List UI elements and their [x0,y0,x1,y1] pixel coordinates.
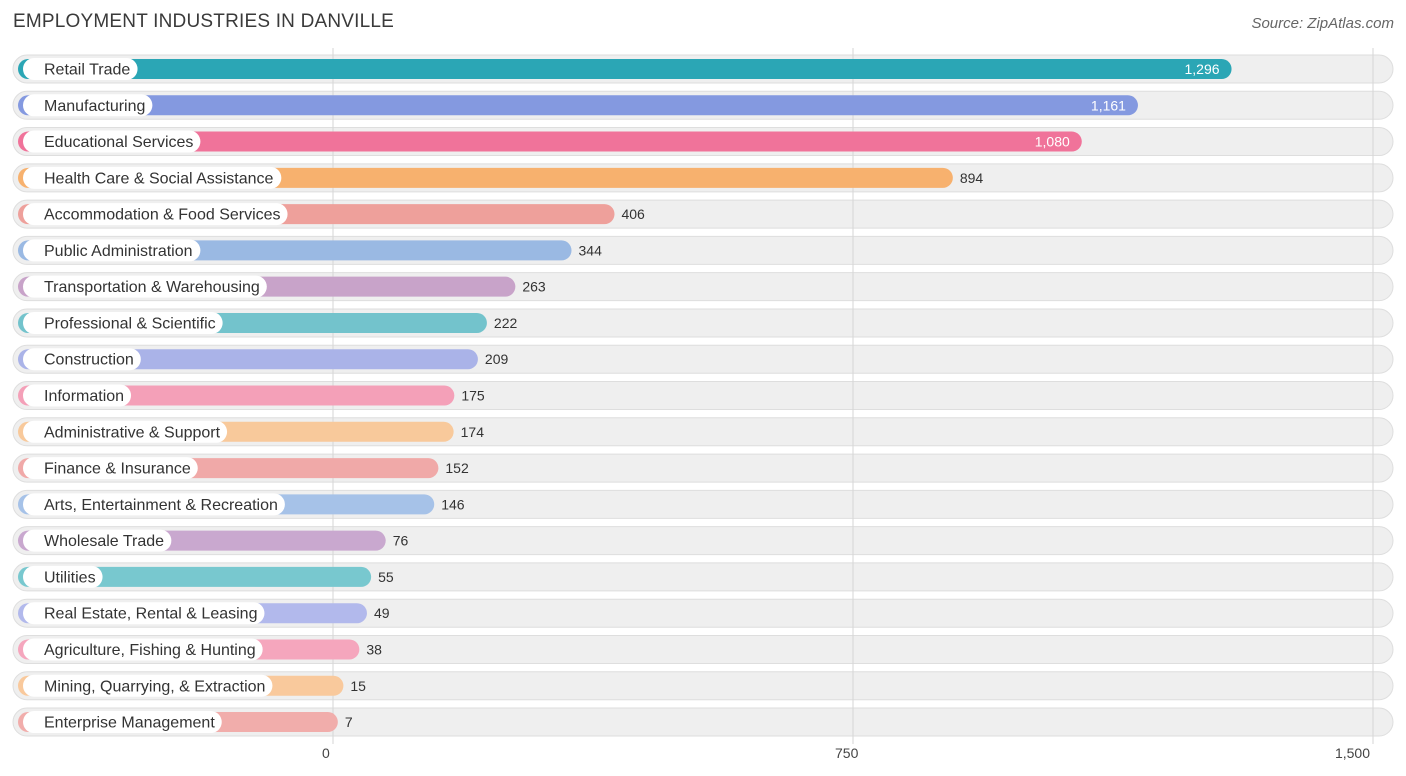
category-label: Administrative & Support [44,424,221,441]
bar [18,131,1082,152]
category-label-pill [23,674,273,697]
category-label-pill [23,638,263,661]
category-label-pill [23,565,103,588]
bar-group: Administrative & Support 174 [18,420,485,443]
category-label: Professional & Scientific [44,315,216,332]
category-label: Mining, Quarrying, & Extraction [44,678,265,695]
value-label: 175 [461,388,485,404]
bar-group: Information 175 [18,384,485,407]
category-label-pill [23,166,282,189]
category-label: Information [44,388,124,405]
category-label-pill [23,493,285,516]
value-label: 15 [350,678,366,694]
bar-group: Agriculture, Fishing & Hunting 38 [18,638,382,661]
bar [18,566,372,587]
bar-group: Wholesale Trade 76 [18,529,409,552]
bar-group: Construction 209 [18,348,509,371]
bar-group: Health Care & Social Assistance 894 [18,166,984,189]
category-label: Agriculture, Fishing & Hunting [44,642,256,659]
category-label-pill [23,529,172,552]
bar-group: Utilities 55 [18,565,394,588]
bar-group: Enterprise Management 7 [18,711,353,734]
category-label: Wholesale Trade [44,533,164,550]
bar-group: Accommodation & Food Services 406 [18,203,645,226]
bar-group: Real Estate, Rental & Leasing 49 [18,602,390,625]
value-label: 38 [366,641,382,657]
row-background [12,671,1394,701]
x-axis-ticks: 0 750 1,500 [322,745,1370,761]
category-label: Real Estate, Rental & Leasing [44,606,257,623]
category-label: Construction [44,352,134,369]
category-label-pill [23,602,265,625]
bar-group: Finance & Insurance 152 [18,457,469,480]
value-label: 49 [374,605,390,621]
category-label-pill [23,311,223,334]
value-label: 55 [378,569,394,585]
x-tick-label: 1,500 [1335,745,1370,761]
category-label: Manufacturing [44,98,145,115]
category-label: Arts, Entertainment & Recreation [44,497,278,514]
bar-group: Manufacturing 1,161 [18,94,1138,117]
category-label-pill [23,203,288,226]
category-label-pill [23,348,141,371]
category-label: Enterprise Management [44,715,215,732]
value-label: 146 [441,496,465,512]
category-label: Finance & Insurance [44,461,191,478]
value-label: 209 [485,351,509,367]
bar [18,95,1138,116]
row-background [12,707,1394,737]
chart-title: EMPLOYMENT INDUSTRIES IN DANVILLE [13,11,395,32]
value-label: 263 [522,279,546,295]
category-label-pill [23,275,267,298]
value-label: 174 [461,424,485,440]
category-label: Accommodation & Food Services [44,207,281,224]
category-label-pill [23,239,201,262]
bar-group: Educational Services 1,080 [18,130,1082,153]
source-note: Source: ZipAtlas.com [1251,15,1394,32]
category-label: Retail Trade [44,62,130,79]
value-label: 1,080 [1035,134,1070,150]
value-label: 76 [393,533,409,549]
bar-group: Public Administration 344 [18,239,603,262]
x-tick-label: 0 [322,745,330,761]
category-label: Transportation & Warehousing [44,279,260,296]
category-label: Health Care & Social Assistance [44,170,274,187]
bar-group: Professional & Scientific 222 [18,311,518,334]
value-label: 344 [579,242,603,258]
category-label-pill [23,58,138,80]
category-label-pill [23,711,222,734]
category-label: Educational Services [44,134,193,151]
bar-group: Mining, Quarrying, & Extraction 15 [18,674,366,697]
row-background [12,634,1394,664]
bar-group: Arts, Entertainment & Recreation 146 [18,493,465,516]
value-label: 1,161 [1091,97,1126,113]
category-label-pill [23,384,132,407]
bar-group: Retail Trade 1,296 [18,58,1232,80]
bars: Retail Trade 1,296 Manufacturing 1,161 Educa… [18,58,1232,734]
x-tick-label: 750 [835,745,859,761]
bar-group: Transportation & Warehousing 263 [18,275,546,298]
bar [18,59,1232,79]
value-label: 7 [345,714,353,730]
category-label-pill [23,420,228,443]
value-label: 152 [445,460,469,476]
category-label-pill [23,130,201,153]
category-label: Public Administration [44,243,193,260]
category-label-pill [23,457,198,480]
category-label: Utilities [44,569,96,586]
value-label: 222 [494,315,518,331]
category-label-pill [23,94,153,117]
value-label: 406 [621,206,645,222]
value-label: 894 [960,170,984,186]
value-label: 1,296 [1185,61,1220,77]
